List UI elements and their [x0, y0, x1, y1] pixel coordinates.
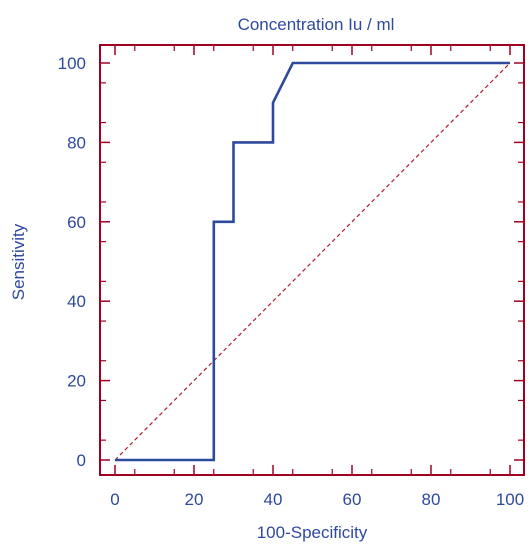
plot-layer: 0 20 40 60 80 100 0 20 40 60 80 100 [58, 44, 525, 509]
x-tick-label: 40 [264, 490, 283, 509]
y-tick-label: 20 [67, 372, 86, 391]
x-tick-label: 20 [185, 490, 204, 509]
reference-diagonal-line [114, 62, 511, 461]
x-tick-label: 0 [110, 490, 119, 509]
plot-frame [99, 44, 525, 476]
x-tick-label: 80 [422, 490, 441, 509]
x-axis-label: 100-Specificity [257, 523, 368, 542]
y-tick-label: 40 [67, 292, 86, 311]
x-tick-label: 100 [496, 490, 524, 509]
y-tick-label: 100 [58, 54, 86, 73]
y-tick-label: 0 [77, 451, 86, 470]
y-tick-label: 80 [67, 133, 86, 152]
roc-curve-line [115, 61, 510, 462]
x-tick-label: 60 [343, 490, 362, 509]
y-tick-label: 60 [67, 213, 86, 232]
chart-title: Concentration Iu / ml [238, 15, 395, 34]
y-axis-label: Sensitivity [9, 223, 28, 300]
